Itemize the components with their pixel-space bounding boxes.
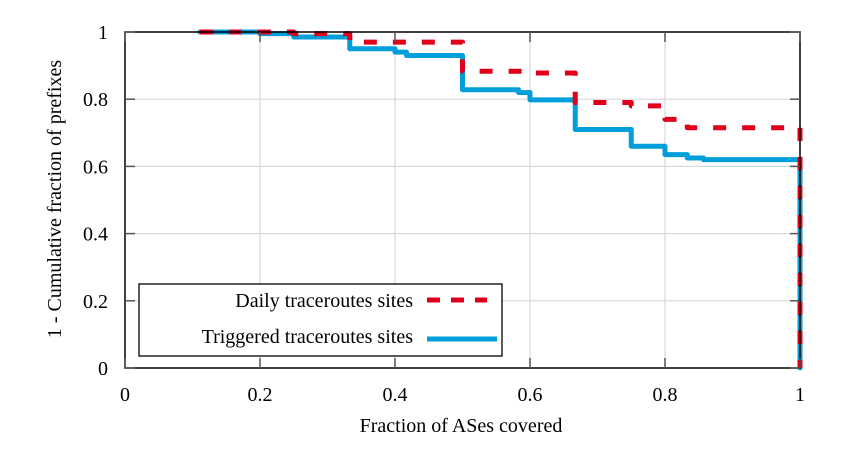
x-tick-label: 0 — [120, 384, 130, 406]
y-tick-label: 0.8 — [83, 89, 108, 111]
y-tick-label: 1 — [98, 22, 108, 44]
legend: Daily traceroutes sites Triggered tracer… — [138, 283, 503, 357]
y-tick-labels: 0 0.2 0.4 0.6 0.8 1 — [83, 22, 108, 380]
y-tick-label: 0.6 — [83, 156, 108, 178]
plot-frame — [124, 31, 801, 369]
legend-box — [138, 283, 503, 357]
series-layer — [197, 29, 803, 371]
legend-item-daily: Daily traceroutes sites — [235, 290, 487, 312]
series-line-daily — [199, 29, 803, 368]
y-tick-label: 0 — [98, 358, 108, 380]
x-tick-label: 0.8 — [653, 384, 678, 406]
x-tick-label: 0.6 — [518, 384, 543, 406]
y-tick-label: 0.2 — [83, 291, 108, 313]
x-tick-label: 0.4 — [383, 384, 408, 406]
legend-label: Triggered traceroutes sites — [202, 326, 414, 348]
x-tick-labels: 0 0.2 0.4 0.6 0.8 1 — [120, 384, 805, 406]
x-axis-title: Fraction of ASes covered — [360, 415, 563, 437]
axis-ticks — [124, 31, 801, 369]
legend-item-triggered: Triggered traceroutes sites — [202, 326, 497, 348]
legend-label: Daily traceroutes sites — [235, 290, 413, 312]
x-tick-label: 0.2 — [248, 384, 273, 406]
y-tick-label: 0.4 — [83, 224, 108, 246]
x-tick-label: 1 — [795, 384, 805, 406]
y-axis-title: 1 - Cumulative fraction of prefixes — [44, 60, 66, 338]
